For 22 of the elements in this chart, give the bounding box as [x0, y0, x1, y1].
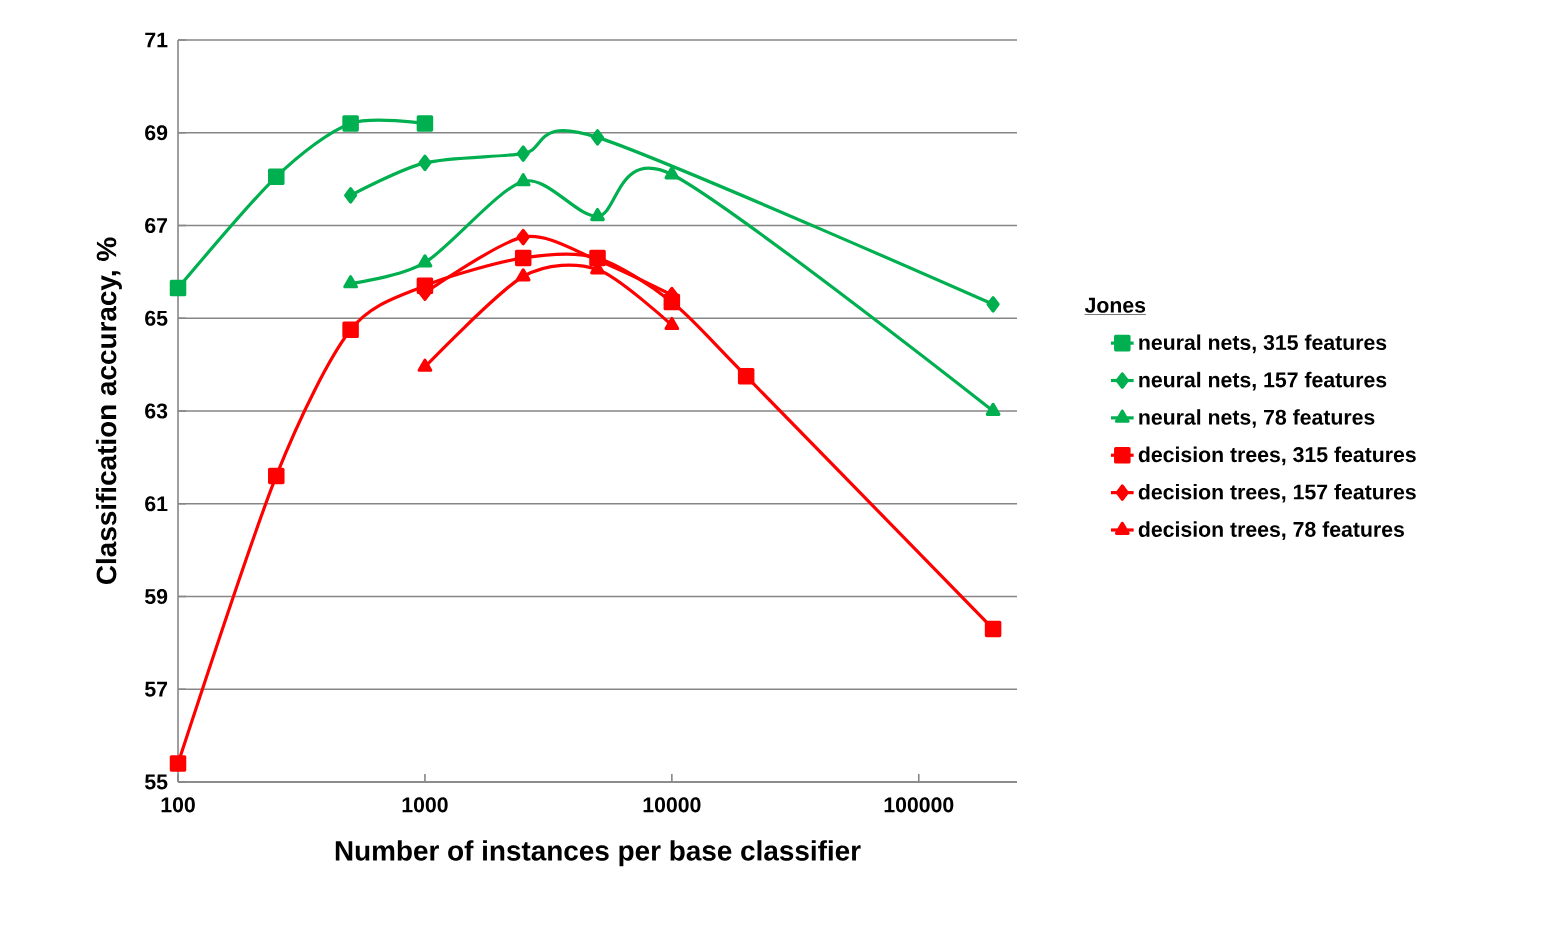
x-tick-label: 100000 — [884, 797, 954, 813]
legend-label: decision trees, 315 features — [1138, 446, 1416, 466]
legend-label: decision trees, 78 features — [1138, 521, 1404, 540]
legend-label: neural nets, 157 features — [1139, 371, 1387, 391]
legend-label: decision trees, 157 features — [1138, 483, 1416, 503]
y-tick-label: 69 — [145, 125, 168, 141]
y-tick-label: 59 — [144, 588, 168, 605]
y-tick-label: 67 — [145, 217, 168, 233]
y-tick-label: 61 — [145, 496, 168, 512]
y-tick-label: 55 — [144, 774, 168, 790]
y-tick-label: 65 — [145, 310, 168, 326]
x-tick-label: 1000 — [402, 797, 448, 813]
y-tick-label: 63 — [145, 403, 168, 419]
legend-label: neural nets, 315 features — [1139, 334, 1387, 354]
x-axis-title: Number of instances per base classifier — [335, 840, 861, 867]
legend-title: Jones — [1084, 297, 1146, 313]
y-tick-label: 71 — [145, 32, 168, 48]
x-tick-label: 100 — [161, 797, 195, 813]
y-axis-title: Classification accuracy, % — [95, 237, 122, 584]
y-tick-label: 57 — [144, 681, 168, 697]
x-tick-label: 10000 — [643, 797, 701, 813]
legend-label: neural nets, 78 features — [1139, 409, 1375, 428]
